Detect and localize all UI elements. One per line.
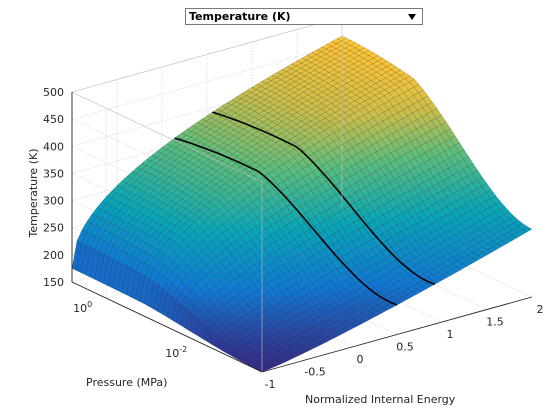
surface-mesh[interactable] [71, 35, 533, 373]
x-tick-label: 1.5 [486, 316, 504, 329]
y-tick-label: 10-2 [165, 345, 187, 360]
tick-labels: 150 200 250 300 350 400 450 500 -1 -0.5 0 0.5 1 1.5 2 1… [43, 86, 544, 391]
x-tick-label: 2 [537, 303, 544, 316]
phase-boundary-line [174, 137, 398, 306]
x-tick-label: 0 [357, 353, 364, 366]
x-tick-label: 0.5 [396, 341, 414, 354]
x-tick-label: 1 [447, 328, 454, 341]
z-tick-label: 300 [43, 195, 64, 208]
z-tick-label: 450 [43, 113, 64, 126]
z-tick-label: 200 [43, 249, 64, 262]
axes-edge [71, 16, 343, 93]
axis-line [71, 281, 263, 373]
y-tick-label: 100 [73, 300, 92, 315]
property-dropdown-value: Temperature (K) [189, 10, 291, 23]
property-dropdown[interactable]: Temperature (K) [185, 8, 423, 25]
axes-box [71, 16, 533, 373]
chevron-down-icon[interactable] [408, 14, 416, 20]
x-tick-label: -1 [265, 378, 276, 391]
phase-boundary-line [212, 111, 436, 286]
axes-edge [71, 91, 263, 183]
z-tick-label: 150 [43, 276, 64, 289]
x-tick-label: -0.5 [304, 366, 325, 379]
x-axis-label: Normalized Internal Energy [305, 393, 456, 406]
z-tick-label: 400 [43, 140, 64, 153]
axis-line [261, 296, 533, 373]
z-tick-label: 350 [43, 167, 64, 180]
z-tick-label: 500 [43, 86, 64, 99]
surface-facet [522, 226, 533, 233]
z-tick-label: 250 [43, 222, 64, 235]
y-axis-label: Pressure (MPa) [86, 376, 167, 389]
z-axis-label: Temperature (K) [27, 149, 40, 239]
